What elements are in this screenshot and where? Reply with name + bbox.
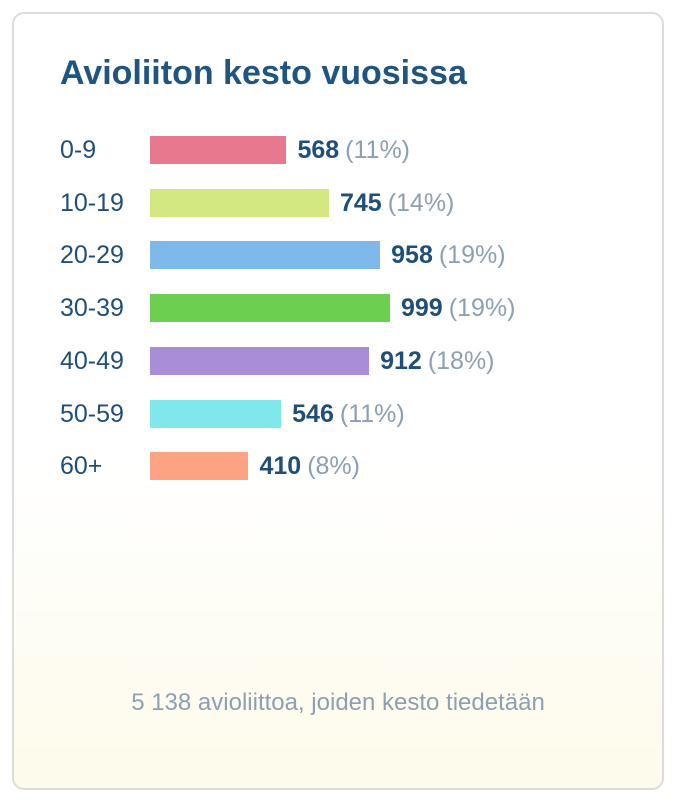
value-label: 568 [297,136,340,164]
bar [150,452,249,481]
category-label: 50-59 [60,399,124,428]
percentage-label: (8%) [307,452,360,481]
value-label: 999 [401,294,443,323]
bar [150,188,329,217]
bar-row: 20-29 958 (19%) [14,239,662,271]
data-label: 546 (11%) [292,398,405,430]
category-label: 40-49 [60,346,124,375]
data-label: 410 (8%) [259,450,360,482]
percentage-label: (19%) [438,241,506,270]
category-label: 30-39 [60,294,124,323]
bar [150,241,381,270]
percentage-label: (19%) [448,294,516,323]
value-label: 745 [339,188,382,217]
bar [150,399,282,428]
category-label: 60+ [60,452,103,481]
data-label: 912 (18%) [380,345,494,377]
bar-row: 10-19 745 (14%) [14,187,662,219]
value-label: 546 [292,399,334,428]
data-label: 999 (19%) [401,292,515,324]
category-label: 0-9 [60,136,97,164]
bar [150,136,287,164]
data-label: 568 (11%) [297,134,410,166]
bar-row: 30-39 999 (19%) [14,292,662,324]
category-label: 10-19 [60,188,124,217]
value-label: 958 [391,241,433,270]
percentage-label: (11%) [339,399,405,428]
value-label: 410 [259,452,302,481]
bar-row: 50-59 546 (11%) [14,398,662,430]
percentage-label: (18%) [427,346,495,375]
data-label: 958 (19%) [391,239,505,271]
bar-row: 0-9 568 (11%) [14,134,662,166]
bar [150,346,370,375]
percentage-label: (11%) [345,136,411,164]
category-label: 20-29 [60,241,124,270]
data-label: 745 (14%) [340,187,454,219]
bar [150,294,390,323]
percentage-label: (14%) [387,188,455,217]
bar-row: 40-49 912 (18%) [14,345,662,377]
bar-row: 60+ 410 (8%) [14,450,662,482]
chart-card: Avioliiton kesto vuosissa 0-9 568 (11%) 10-… [12,12,664,790]
value-label: 912 [380,346,422,375]
chart-footer: 5 138 avioliittoa, joiden kesto tiedetää… [131,689,545,716]
chart-title: Avioliiton kesto vuosissa [60,54,467,92]
